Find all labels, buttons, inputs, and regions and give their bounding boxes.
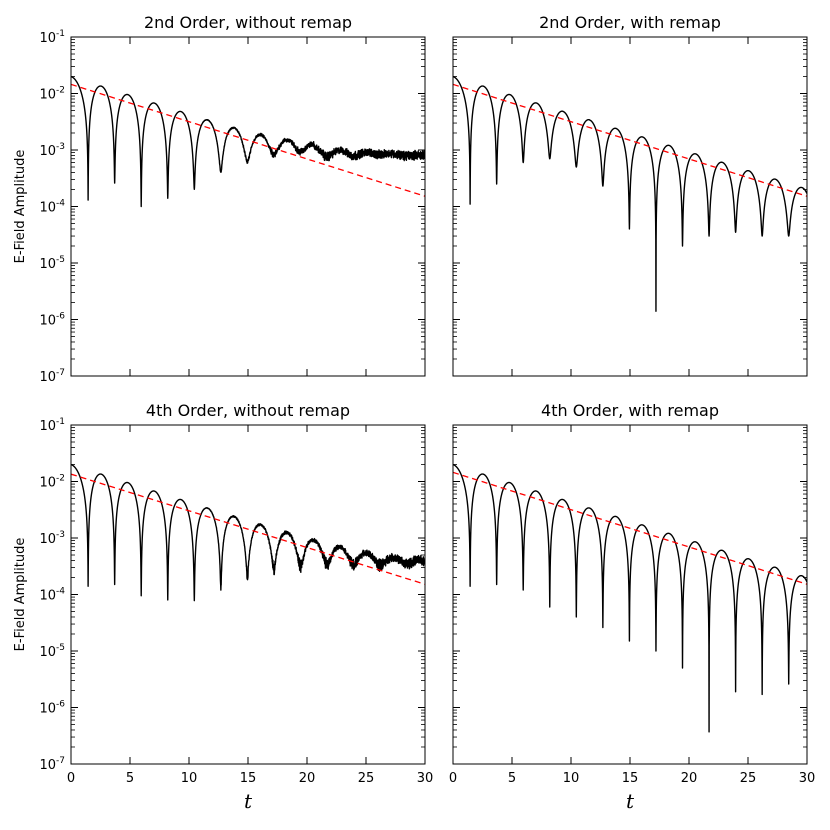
y-axis-label: E-Field Amplitude — [13, 150, 28, 264]
x-tick-label: 0 — [67, 771, 75, 786]
panel-3: 10-7 10-6 10-5 10-4 10-3 10-2 10-1 0 5 10 15 20 25 30… — [13, 401, 433, 813]
chart-title: 4th Order, with remap — [541, 401, 719, 420]
x-tick-label: 0 — [449, 771, 457, 786]
plot-frame — [70, 424, 426, 765]
plot-frame — [70, 36, 426, 377]
amplitude-line — [71, 463, 425, 602]
y-tick-label: 10-1 — [39, 417, 65, 434]
chart-title: 2nd Order, without remap — [144, 13, 352, 32]
panel-1: 10-7 10-6 10-5 10-4 10-3 10-2 10-1 2nd Order, w… — [13, 13, 426, 385]
y-tick-label: 10-6 — [39, 700, 65, 717]
y-tick-label: 10-5 — [39, 255, 65, 272]
x-axis-label: t — [244, 789, 253, 813]
x-tick-label: 25 — [740, 771, 757, 786]
y-tick-label: 10-2 — [39, 474, 65, 491]
chart-title: 4th Order, without remap — [146, 401, 350, 420]
y-tick-label: 10-7 — [39, 368, 65, 385]
y-tick-label: 10-6 — [39, 312, 65, 329]
amplitude-line — [453, 463, 807, 733]
chart-title: 2nd Order, with remap — [539, 13, 721, 32]
panel-4: 0 5 10 15 20 25 30 4th Order, with remap t — [449, 401, 815, 813]
amplitude-line — [71, 75, 425, 208]
fit-line — [453, 471, 807, 585]
x-tick-label: 10 — [563, 771, 580, 786]
y-tick-label: 10-5 — [39, 643, 65, 660]
x-tick-label: 10 — [181, 771, 198, 786]
x-tick-label: 20 — [681, 771, 698, 786]
x-tick-label: 15 — [240, 771, 257, 786]
x-tick-label: 30 — [799, 771, 816, 786]
fit-line — [71, 473, 425, 585]
y-tick-label: 10-4 — [39, 587, 65, 604]
y-tick-label: 10-3 — [39, 530, 65, 547]
fit-line — [453, 83, 807, 197]
x-tick-label: 5 — [126, 771, 134, 786]
panel-2: 2nd Order, with remap — [452, 13, 808, 377]
x-tick-label: 30 — [417, 771, 434, 786]
fit-line — [71, 83, 425, 197]
x-tick-label: 20 — [299, 771, 316, 786]
y-axis-label: E-Field Amplitude — [13, 538, 28, 652]
amplitude-line — [453, 75, 807, 312]
x-axis-label: t — [626, 789, 635, 813]
y-tick-label: 10-1 — [39, 29, 65, 46]
y-tick-label: 10-4 — [39, 199, 65, 216]
x-tick-label: 5 — [508, 771, 516, 786]
y-tick-label: 10-2 — [39, 86, 65, 103]
y-tick-label: 10-3 — [39, 142, 65, 159]
x-tick-label: 25 — [358, 771, 375, 786]
y-tick-label: 10-7 — [39, 756, 65, 773]
x-tick-label: 15 — [622, 771, 639, 786]
